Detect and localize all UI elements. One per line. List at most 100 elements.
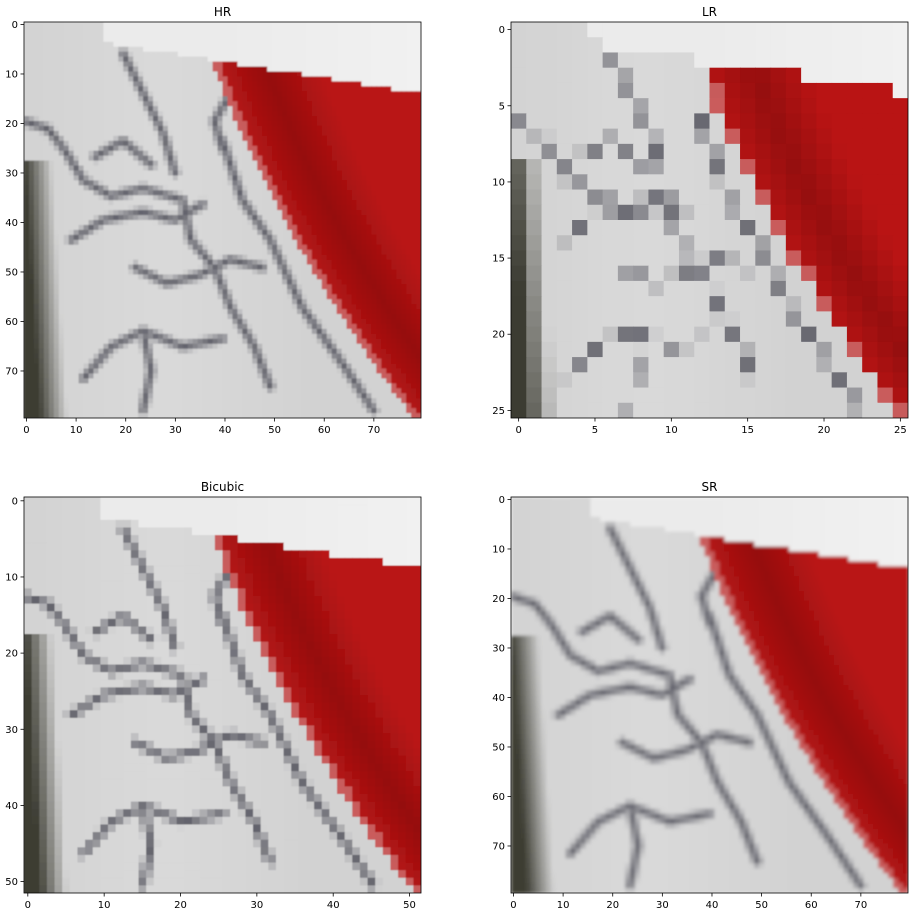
image-pixel <box>24 46 30 53</box>
image-pixel <box>182 294 189 300</box>
image-pixel <box>277 284 283 290</box>
image-pixel <box>291 304 298 310</box>
image-pixel <box>63 51 70 58</box>
image-pixel <box>48 106 55 112</box>
image-pixel <box>277 170 283 177</box>
image-pixel <box>406 22 412 28</box>
image-pixel <box>356 239 363 246</box>
image-pixel <box>33 66 40 73</box>
image-pixel <box>257 319 263 325</box>
image-pixel <box>391 224 397 231</box>
image-pixel <box>73 309 80 315</box>
image-pixel <box>381 279 387 285</box>
image-pixel <box>138 91 144 97</box>
image-pixel <box>222 234 229 241</box>
image-pixel <box>277 244 283 251</box>
image-pixel <box>177 150 184 157</box>
image-pixel <box>28 190 35 196</box>
image-pixel <box>346 294 353 300</box>
image-pixel <box>356 56 363 63</box>
image-pixel <box>262 96 268 102</box>
image-pixel <box>257 165 263 172</box>
image-pixel <box>287 264 293 271</box>
image-pixel <box>197 76 204 82</box>
image-pixel <box>103 81 109 87</box>
image-pixel <box>272 26 278 33</box>
image-pixel <box>108 101 114 107</box>
image-pixel <box>366 294 372 300</box>
image-pixel <box>306 314 313 320</box>
image-pixel <box>38 284 45 290</box>
image-pixel <box>83 160 90 167</box>
image-pixel <box>153 215 159 221</box>
image-pixel <box>416 319 421 325</box>
image-pixel <box>68 46 75 53</box>
image-pixel <box>371 304 377 310</box>
image-pixel <box>232 319 238 325</box>
image-pixel <box>336 111 343 117</box>
image-pixel <box>336 165 343 172</box>
image-pixel <box>257 41 263 48</box>
image-pixel <box>63 185 70 191</box>
image-pixel <box>197 239 204 246</box>
image-pixel <box>406 299 412 305</box>
image-pixel <box>416 170 421 177</box>
image-pixel <box>366 145 372 152</box>
image-pixel <box>242 71 248 78</box>
image-pixel <box>316 145 323 152</box>
image-pixel <box>187 130 194 137</box>
image-pixel <box>237 323 243 330</box>
image-pixel <box>172 215 179 221</box>
image-pixel <box>187 195 194 201</box>
image-pixel <box>406 319 412 325</box>
image-pixel <box>38 234 45 241</box>
image-pixel <box>222 319 229 325</box>
image-pixel <box>371 180 377 186</box>
image-pixel <box>232 314 238 320</box>
image-pixel <box>346 66 353 73</box>
image-pixel <box>282 323 288 330</box>
image-pixel <box>148 200 154 206</box>
image-pixel <box>207 180 214 186</box>
image-pixel <box>43 116 50 122</box>
image-pixel <box>167 180 174 186</box>
image-pixel <box>148 294 154 300</box>
image-pixel <box>366 190 372 196</box>
image-pixel <box>33 106 40 112</box>
image-pixel <box>28 224 35 231</box>
image-pixel <box>103 71 109 78</box>
image-pixel <box>153 229 159 236</box>
image-pixel <box>93 150 100 157</box>
image-pixel <box>336 224 343 231</box>
image-pixel <box>177 210 184 216</box>
image-pixel <box>272 200 278 206</box>
image-pixel <box>133 205 139 211</box>
image-pixel <box>267 81 273 87</box>
image-pixel <box>272 106 278 112</box>
image-pixel <box>301 51 308 58</box>
image-pixel <box>252 101 258 107</box>
image-pixel <box>182 91 189 97</box>
image-pixel <box>43 81 50 87</box>
image-pixel <box>267 76 273 82</box>
image-pixel <box>296 299 303 305</box>
image-pixel <box>73 86 80 92</box>
image-pixel <box>267 205 273 211</box>
image-pixel <box>371 91 377 97</box>
image-pixel <box>366 130 372 137</box>
image-pixel <box>316 76 323 82</box>
image-pixel <box>227 51 234 58</box>
image-pixel <box>262 259 268 266</box>
image-pixel <box>118 274 124 280</box>
image-pixel <box>118 121 124 127</box>
image-pixel <box>311 234 318 241</box>
image-pixel <box>24 96 30 102</box>
image-pixel <box>28 239 35 246</box>
image-pixel <box>43 145 50 152</box>
image-pixel <box>207 229 214 236</box>
image-pixel <box>128 190 134 196</box>
image-pixel <box>247 314 253 320</box>
image-pixel <box>207 130 214 137</box>
image-pixel <box>162 195 169 201</box>
image-pixel <box>63 249 70 256</box>
